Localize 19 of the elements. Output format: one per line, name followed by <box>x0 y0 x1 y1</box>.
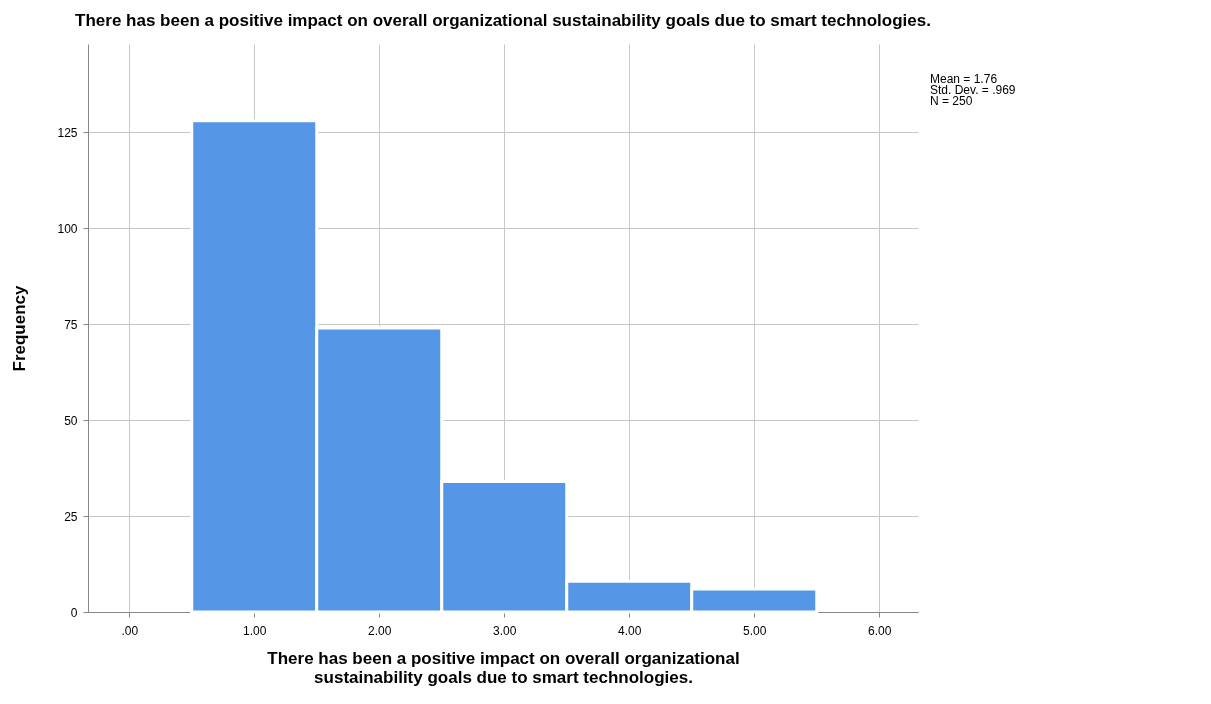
y-tick-label: 25 <box>64 509 78 524</box>
x-tick-label: 3.00 <box>493 623 517 638</box>
y-tick-label: 125 <box>57 125 78 140</box>
x-tick-label: 5.00 <box>743 623 767 638</box>
y-tick-label: 100 <box>57 221 78 236</box>
y-tick-label: 75 <box>64 317 78 332</box>
x-tick-label: 4.00 <box>618 623 642 638</box>
y-tick-label: 50 <box>64 413 78 428</box>
x-axis-title: There has been a positive impact on overall organizational sustainability goals due to smart technologies. <box>267 648 740 687</box>
x-tick-label: 2.00 <box>368 623 392 638</box>
chart-title: There has been a positive impact on overall organizational sustainability goals due to smart technologies. <box>75 11 931 30</box>
text: Mean = 1.76 <box>930 72 998 86</box>
text: Std. Dev. = .969 <box>930 83 1016 97</box>
x-tick-label: 1.00 <box>243 623 267 638</box>
y-tick-label: 0 <box>70 605 78 620</box>
text: N = 250 <box>930 94 973 108</box>
x-tick-label: .00 <box>121 623 139 638</box>
y-axis-title: Frequency <box>10 284 30 372</box>
x-tick-label: 6.00 <box>868 623 892 638</box>
